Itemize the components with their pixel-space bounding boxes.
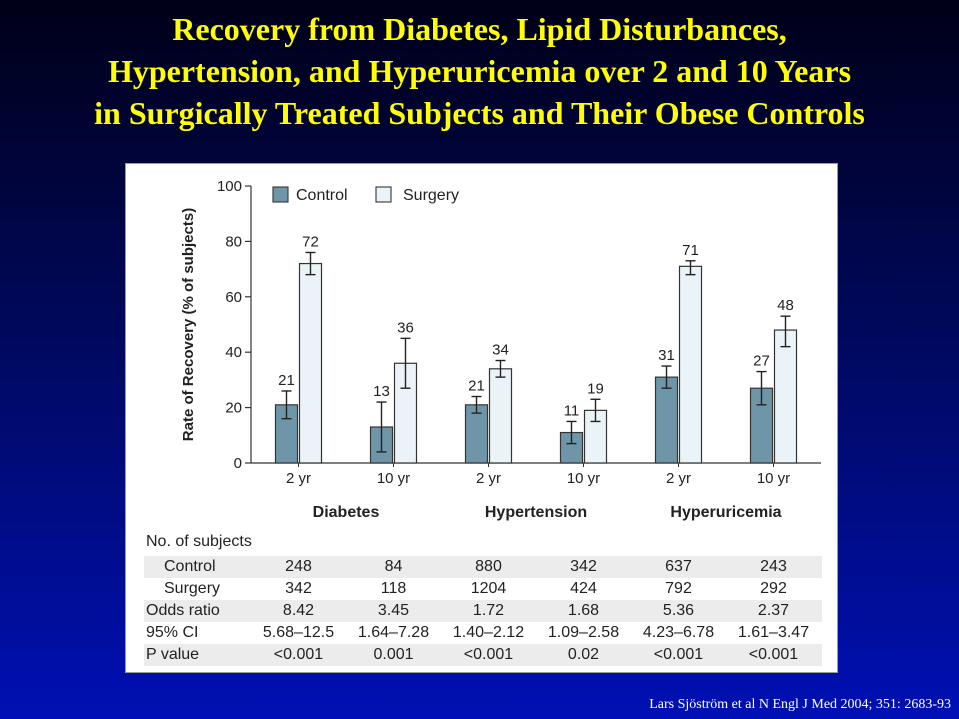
table-cell: 243 — [760, 558, 787, 575]
data-label: 21 — [468, 378, 485, 395]
data-label: 19 — [587, 380, 604, 397]
group-label: Hyperuricemia — [670, 504, 781, 521]
legend-label-surgery: Surgery — [403, 187, 459, 204]
table-cell: <0.001 — [463, 646, 514, 663]
surgery-bar — [298, 262, 323, 464]
table-cell: 5.68–12.5 — [262, 624, 335, 641]
citation: Lars Sjöström et al N Engl J Med 2004; 3… — [649, 697, 951, 712]
row-label: P value — [146, 646, 200, 663]
table-row: Odds ratio 8.42 3.45 1.72 1.68 5.36 2.37 — [144, 600, 822, 622]
table-row: Surgery 342 118 1204 424 792 292 — [144, 578, 822, 600]
table-cell: 118 — [380, 580, 407, 597]
table-cell: <0.001 — [748, 646, 799, 663]
table-cell: 342 — [570, 558, 597, 575]
table-cell: <0.001 — [653, 646, 704, 663]
table-cell: 1.61–3.47 — [737, 624, 810, 641]
table-cell: 4.23–6.78 — [642, 624, 715, 641]
control-bar — [654, 376, 679, 464]
bar-chart: 0 20 40 60 80 100 Rate of Recovery (% of subje… — [180, 178, 821, 521]
row-label: 95% CI — [146, 624, 199, 641]
data-label: 36 — [397, 319, 414, 336]
y-tick-label: 60 — [225, 289, 242, 306]
table-cell: 3.45 — [377, 602, 410, 619]
slide-title: Recovery from Diabetes, Lipid Disturbanc… — [0, 8, 959, 134]
table-row: P value <0.001 0.001 <0.001 0.02 <0.001 <0.001 — [144, 644, 822, 666]
table-cell: 8.42 — [282, 602, 315, 619]
title-line-3: in Surgically Treated Subjects and Their… — [94, 95, 865, 131]
table-cell: 424 — [570, 580, 597, 597]
y-tick-label: 80 — [225, 233, 242, 250]
legend-swatch-control — [272, 186, 289, 203]
table-header: No. of subjects — [146, 533, 252, 550]
table-cell: 248 — [285, 558, 312, 575]
table-row: 95% CI 5.68–12.5 1.64–7.28 1.40–2.12 1.09–2.… — [144, 622, 822, 644]
data-label: 31 — [658, 347, 675, 364]
legend-swatch-surgery — [375, 186, 392, 203]
legend-label-control: Control — [296, 187, 348, 204]
table-cell: 84 — [384, 558, 403, 575]
table-row: Control 248 84 880 342 637 243 — [144, 556, 822, 578]
surgery-bar — [488, 368, 513, 464]
table-cell: 1.09–2.58 — [547, 624, 620, 641]
row-label: Odds ratio — [146, 602, 220, 619]
table-cell: 792 — [665, 580, 692, 597]
table-cell: 5.36 — [662, 602, 695, 619]
x-tick-label: 10 yr — [567, 470, 600, 487]
y-tick-label: 0 — [234, 455, 242, 472]
table-cell: 1.40–2.12 — [452, 624, 525, 641]
figure-panel: 0 20 40 60 80 100 Rate of Recovery (% of subje… — [125, 163, 838, 673]
table-cell: 1.68 — [567, 602, 600, 619]
data-label: 13 — [373, 383, 390, 400]
group-label: Diabetes — [313, 504, 380, 521]
table-cell: 292 — [760, 580, 787, 597]
y-tick-label: 100 — [217, 178, 242, 195]
x-tick-label: 2 yr — [286, 470, 311, 487]
data-label: 48 — [777, 297, 794, 314]
x-tick-label: 10 yr — [377, 470, 410, 487]
title-line-1: Recovery from Diabetes, Lipid Disturbanc… — [172, 11, 787, 47]
surgery-bar — [678, 265, 703, 464]
x-tick-label: 10 yr — [757, 470, 790, 487]
data-label: 21 — [278, 372, 295, 389]
data-label: 34 — [492, 342, 509, 359]
row-label: Control — [164, 558, 216, 575]
y-tick-label: 20 — [225, 400, 242, 417]
table-cell: 1.64–7.28 — [357, 624, 430, 641]
data-label: 27 — [753, 353, 770, 370]
table-cell: 342 — [285, 580, 312, 597]
y-tick-label: 40 — [225, 344, 242, 361]
table-cell: 0.02 — [567, 646, 600, 663]
table-cell: <0.001 — [273, 646, 324, 663]
data-label: 71 — [682, 242, 699, 259]
table-cell: 1.72 — [472, 602, 505, 619]
table-cell: 1204 — [470, 580, 507, 597]
x-tick-label: 2 yr — [476, 470, 501, 487]
table-cell: 637 — [665, 558, 692, 575]
data-label: 11 — [564, 402, 580, 419]
row-label: Surgery — [164, 580, 221, 597]
surgery-bar — [773, 329, 798, 464]
table-cell: 2.37 — [757, 602, 790, 619]
data-label: 72 — [302, 233, 319, 250]
title-line-2: Hypertension, and Hyperuricemia over 2 a… — [107, 53, 852, 89]
table-cell: 880 — [475, 558, 502, 575]
table-cell: 0.001 — [373, 646, 414, 663]
x-tick-label: 2 yr — [666, 470, 691, 487]
y-axis-label: Rate of Recovery (% of subjects) — [180, 208, 197, 441]
group-label: Hypertension — [485, 504, 587, 521]
